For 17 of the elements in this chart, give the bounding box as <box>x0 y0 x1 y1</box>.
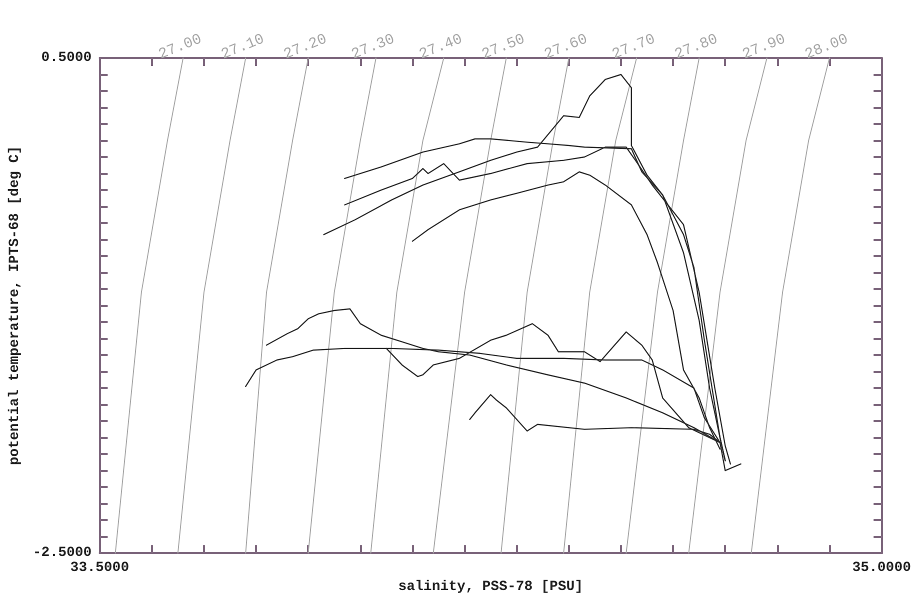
text: 27.30 <box>349 30 398 64</box>
x-tick-label: 33.5000 <box>70 560 130 576</box>
text: 27.00 <box>156 30 204 64</box>
text: 27.90 <box>740 30 788 64</box>
text: 27.50 <box>479 30 528 64</box>
y-axis-title: potential temperature, IPTS-68 [deg C] <box>7 146 23 466</box>
text: 27.70 <box>610 30 658 64</box>
text: 27.20 <box>281 30 330 64</box>
text: 27.10 <box>218 30 267 64</box>
y-tick-label: -2.5000 <box>32 545 92 562</box>
text: 27.40 <box>416 30 465 64</box>
text: 27.60 <box>542 30 590 64</box>
y-tick-label: 0.5000 <box>41 50 92 66</box>
text: 28.00 <box>802 30 851 64</box>
x-axis-title: salinity, PSS-78 [PSU] <box>398 579 584 595</box>
x-tick-label: 35.0000 <box>852 560 911 576</box>
text: 27.80 <box>672 30 720 64</box>
